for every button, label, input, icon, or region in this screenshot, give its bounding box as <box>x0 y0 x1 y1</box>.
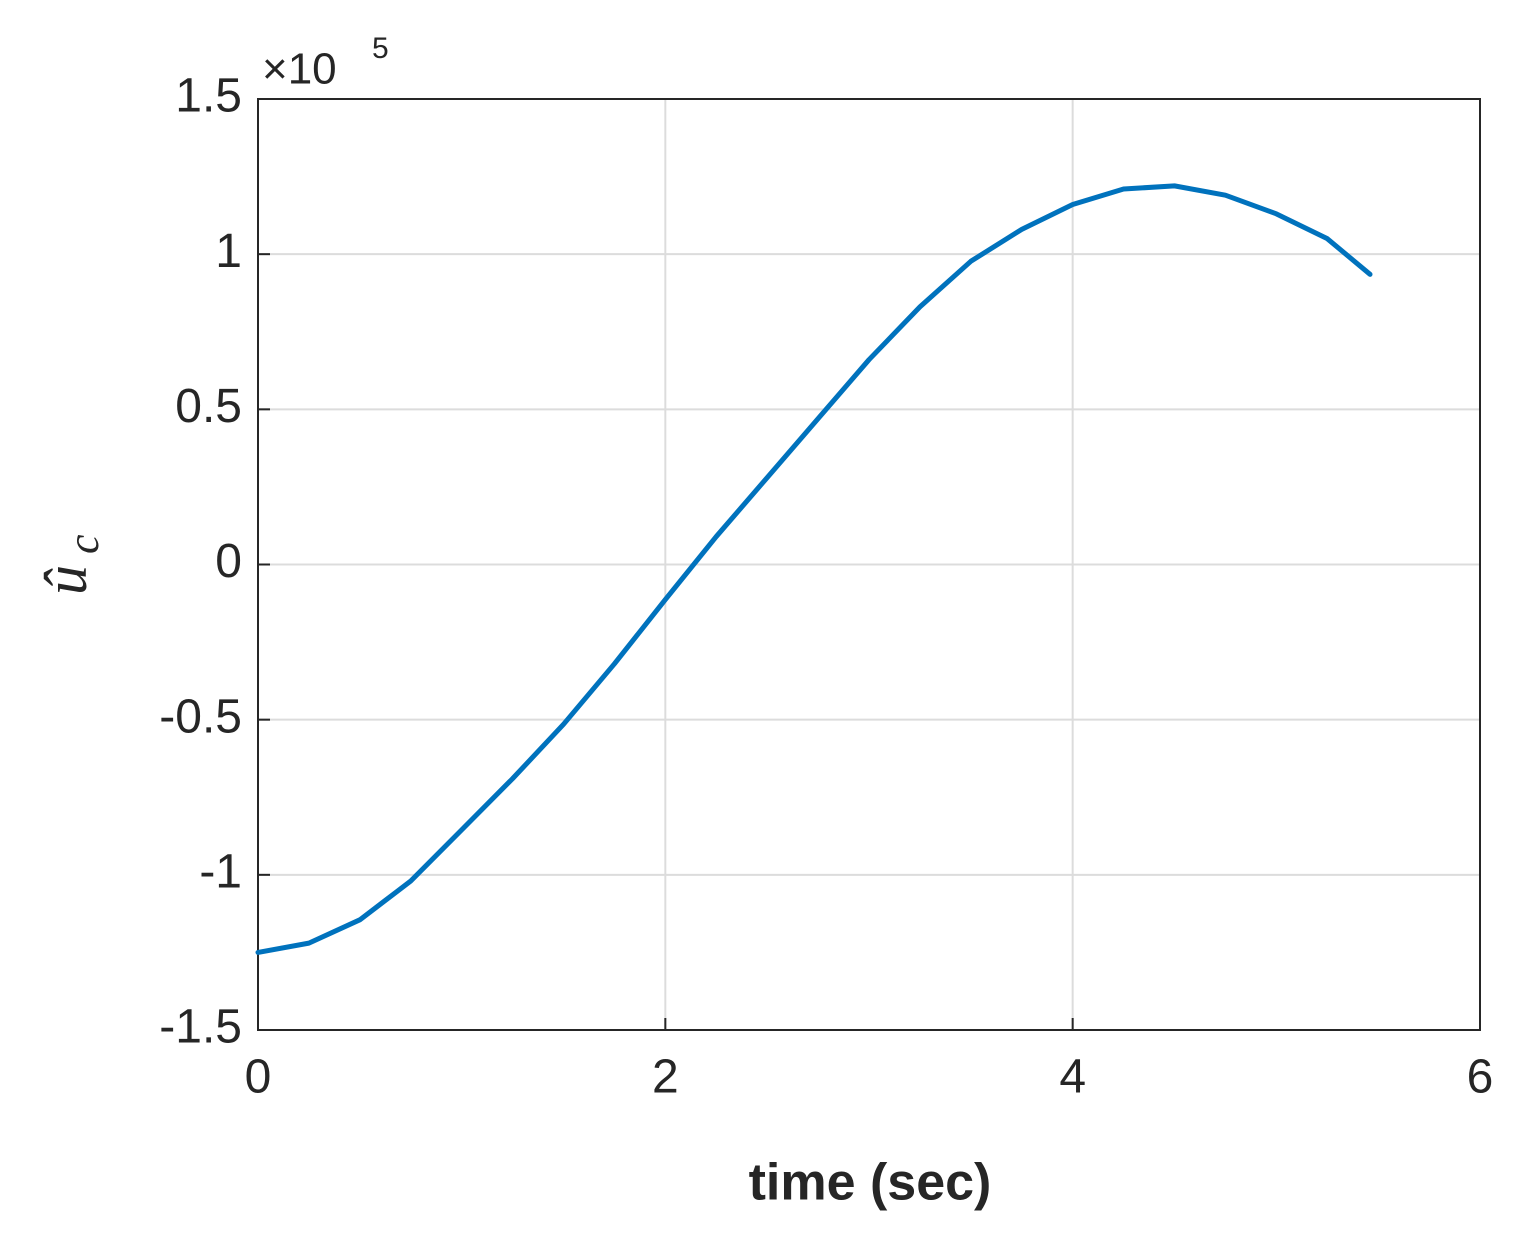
y-multiplier: ×10 <box>262 45 337 94</box>
data-line <box>255 183 1373 955</box>
plot-frame <box>257 98 1481 1031</box>
y-axis-label-subscript: c <box>59 534 108 554</box>
y-tick-label: -1.5 <box>159 1001 242 1054</box>
y-axis-label-group: û c <box>33 534 108 595</box>
x-tick-label: 2 <box>652 1051 679 1104</box>
x-tick-label: 0 <box>245 1051 272 1104</box>
x-tick-label: 6 <box>1467 1051 1494 1104</box>
y-tick-label: 1.5 <box>175 70 242 123</box>
y-tick-label: 1 <box>215 225 242 278</box>
y-tick-label: -1 <box>199 846 242 899</box>
x-axis-label: time (sec) <box>749 1154 992 1212</box>
y-multiplier-exponent: 5 <box>372 32 389 65</box>
y-tick-label: 0 <box>215 535 242 588</box>
x-tick-label: 4 <box>1059 1051 1086 1104</box>
y-tick-label: -0.5 <box>159 690 242 743</box>
y-tick-label: 0.5 <box>175 380 242 433</box>
y-axis-label: û <box>33 565 99 595</box>
